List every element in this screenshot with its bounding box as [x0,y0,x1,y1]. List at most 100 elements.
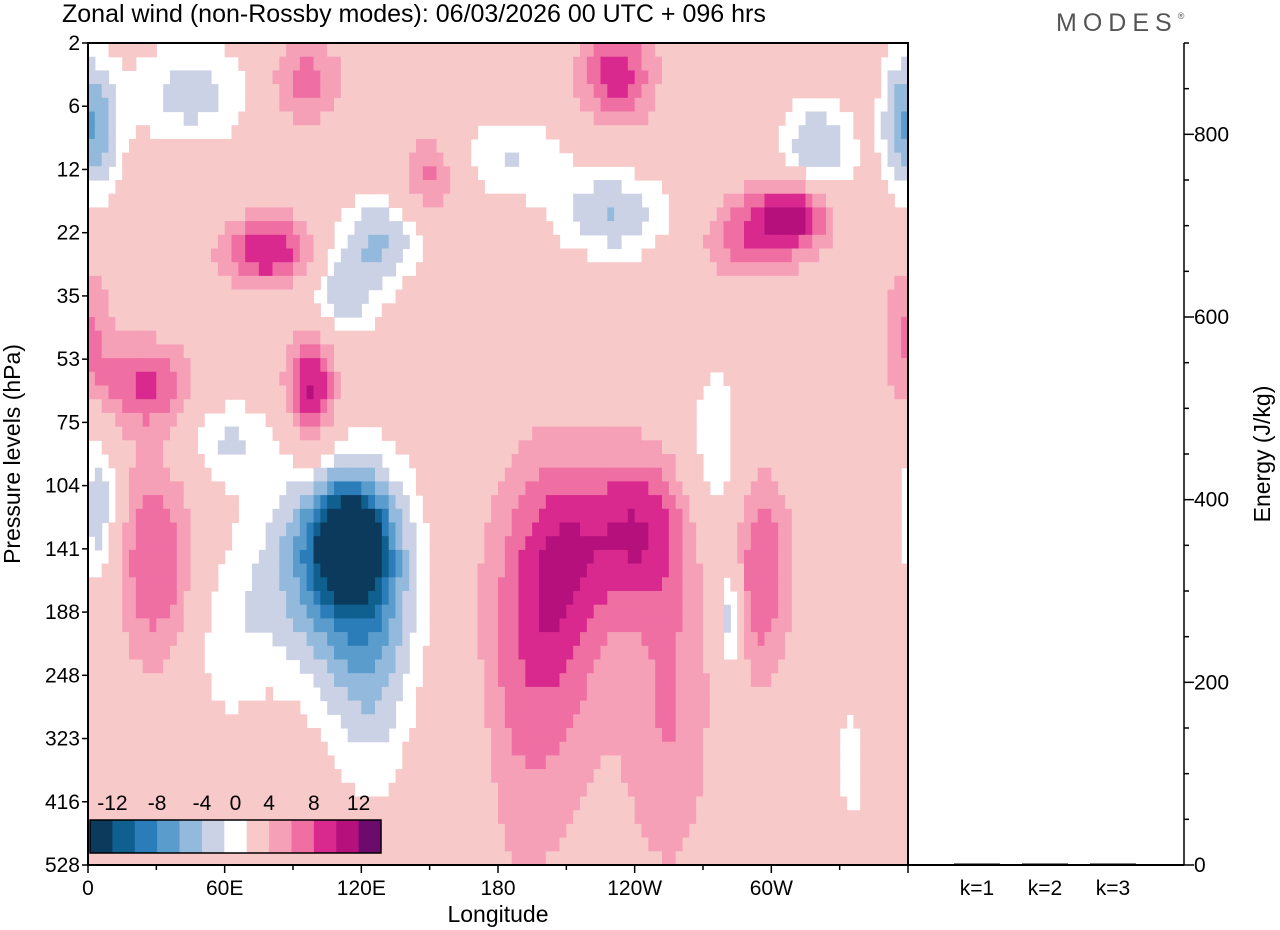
heatmap-cell [600,412,608,428]
heatmap-cell [662,358,670,373]
heatmap-cell [183,577,192,592]
heatmap-cell [545,289,554,304]
heatmap-cell [573,248,581,263]
heatmap-cell [293,371,301,387]
heatmap-cell [211,166,219,181]
heatmap-cell [573,659,581,674]
heatmap-cell [785,385,793,400]
heatmap-cell [737,426,745,441]
heatmap-cell [129,632,137,647]
heatmap-cell [190,536,198,551]
heatmap-cell [129,289,137,304]
heatmap-cell [709,659,718,674]
heatmap-cell [545,221,554,236]
heatmap-cell [286,604,294,619]
heatmap-cell [545,262,554,277]
heatmap-cell [327,275,335,291]
heatmap-cell [771,426,779,441]
heatmap-cell [593,481,602,496]
heatmap-cell [402,125,410,140]
heatmap-cell [566,262,574,277]
heatmap-cell [94,385,103,400]
heatmap-cell [607,673,615,688]
heatmap-cell [395,180,403,195]
heatmap-cell [457,43,465,58]
heatmap-cell [627,317,636,332]
heatmap-cell [498,111,506,126]
heatmap-cell [163,563,171,578]
heatmap-cell [388,412,397,428]
heatmap-cell [771,97,779,113]
heatmap-cell [696,70,704,85]
heatmap-cell [286,193,294,208]
heatmap-cell [511,303,520,318]
heatmap-cell [409,549,417,565]
heatmap-cell [873,221,882,236]
heatmap-cell [573,371,581,387]
heatmap-cell [627,577,636,592]
heatmap-cell [258,358,267,373]
heatmap-cell [108,632,116,647]
heatmap-cell [183,508,192,524]
heatmap-cell [689,221,697,236]
heatmap-cell [450,440,458,455]
heatmap-cell [381,426,390,441]
heatmap-cell [846,454,854,469]
heatmap-cell [450,467,458,482]
heatmap-cell [655,166,663,181]
heatmap-cell [573,97,581,113]
heatmap-cell [129,426,137,441]
heatmap-cell [511,70,520,85]
heatmap-cell [231,125,239,140]
heatmap-cell [737,70,745,85]
heatmap-cell [791,358,800,373]
heatmap-cell [566,138,574,154]
heatmap-cell [217,495,226,510]
heatmap-cell [771,604,779,619]
heatmap-cell [347,97,356,113]
heatmap-cell [340,303,349,318]
heatmap-cell [696,138,704,154]
heatmap-cell [744,467,752,482]
heatmap-cell [580,344,588,359]
heatmap-cell [245,180,253,195]
heatmap-cell [245,303,253,318]
heatmap-cell [723,522,731,537]
heatmap-cell [375,412,383,428]
heatmap-cell [846,399,854,414]
heatmap-cell [682,70,690,85]
heatmap-cell [600,673,608,688]
heatmap-cell [860,138,868,154]
heatmap-cell [129,618,137,633]
heatmap-cell [197,180,205,195]
heatmap-cell [142,43,151,58]
heatmap-cell [498,426,506,441]
heatmap-cell [197,632,205,647]
heatmap-cell [436,399,444,414]
heatmap-cell [511,481,520,496]
heatmap-cell [88,371,96,387]
heatmap-cell [504,673,513,688]
heatmap-cell [457,207,465,222]
heatmap-cell [621,426,629,441]
heatmap-cell [627,440,636,455]
heatmap-cell [470,385,479,400]
heatmap-cell [170,262,178,277]
heatmap-cell [798,358,807,373]
heatmap-cell [668,166,677,181]
heatmap-cell [634,399,643,414]
heatmap-cell [839,193,848,208]
heatmap-cell [689,358,697,373]
heatmap-cell [778,399,786,414]
heatmap-cell [484,193,492,208]
heatmap-cell [470,207,479,222]
heatmap-cell [525,632,533,647]
heatmap-cell [511,248,520,263]
heatmap-cell [443,234,451,250]
heatmap-cell [388,673,397,688]
heatmap-cell [149,180,157,195]
heatmap-cell [142,632,151,647]
heatmap-cell [477,371,485,387]
heatmap-cell [805,152,813,167]
heatmap-cell [204,84,212,99]
